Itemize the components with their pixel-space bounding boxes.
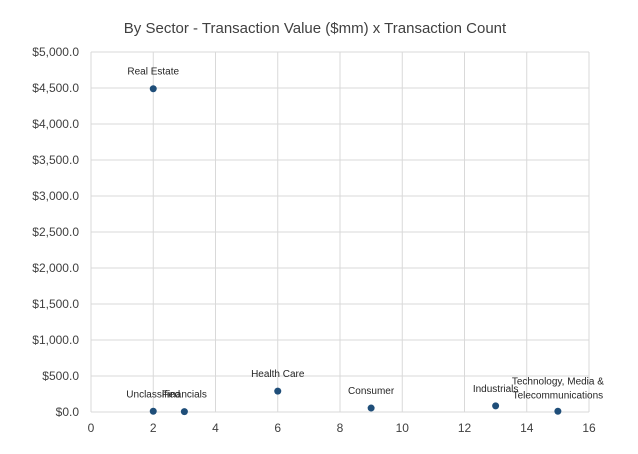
- data-point: [149, 407, 157, 415]
- x-tick-label: 14: [520, 421, 534, 435]
- data-point: [492, 402, 500, 410]
- data-label: Consumer: [348, 386, 395, 397]
- data-label: Industrials: [473, 384, 519, 395]
- y-tick-label: $2,500.0: [32, 225, 79, 239]
- y-tick-label: $4,000.0: [32, 117, 79, 131]
- data-point: [180, 408, 188, 416]
- data-points: [149, 85, 562, 416]
- data-point: [274, 387, 282, 395]
- y-tick-label: $3,000.0: [32, 189, 79, 203]
- chart-title: By Sector - Transaction Value ($mm) x Tr…: [124, 20, 507, 37]
- data-label: Technology, Media & Telecommunications: [512, 376, 604, 401]
- x-axis-ticks: 0 2 4 6 8 10 12 14 16: [88, 421, 596, 435]
- y-tick-label: $4,500.0: [32, 81, 79, 95]
- data-label: Real Estate: [127, 67, 179, 78]
- y-tick-label: $5,000.0: [32, 45, 79, 59]
- x-tick-label: 2: [150, 421, 157, 435]
- data-label: Financials: [162, 390, 207, 401]
- x-tick-label: 6: [274, 421, 281, 435]
- y-tick-label: $1,500.0: [32, 297, 79, 311]
- gridlines: [90, 51, 590, 413]
- x-tick-label: 10: [396, 421, 410, 435]
- x-tick-label: 12: [458, 421, 472, 435]
- data-label: Health Care: [251, 369, 305, 380]
- x-tick-label: 8: [337, 421, 344, 435]
- data-point: [149, 85, 157, 93]
- y-axis-ticks: $0.0 $500.0 $1,000.0 $1,500.0 $2,000.0 $2,500…: [32, 45, 79, 419]
- y-tick-label: $2,000.0: [32, 261, 79, 275]
- y-tick-label: $3,500.0: [32, 153, 79, 167]
- data-point: [554, 407, 562, 415]
- x-tick-label: 16: [582, 421, 596, 435]
- y-tick-label: $1,000.0: [32, 333, 79, 347]
- x-tick-label: 0: [88, 421, 95, 435]
- data-label: Unclassified: [126, 389, 180, 400]
- y-tick-label: $500.0: [42, 369, 79, 383]
- x-tick-label: 4: [212, 421, 219, 435]
- y-tick-label: $0.0: [56, 405, 80, 419]
- data-point: [367, 404, 375, 412]
